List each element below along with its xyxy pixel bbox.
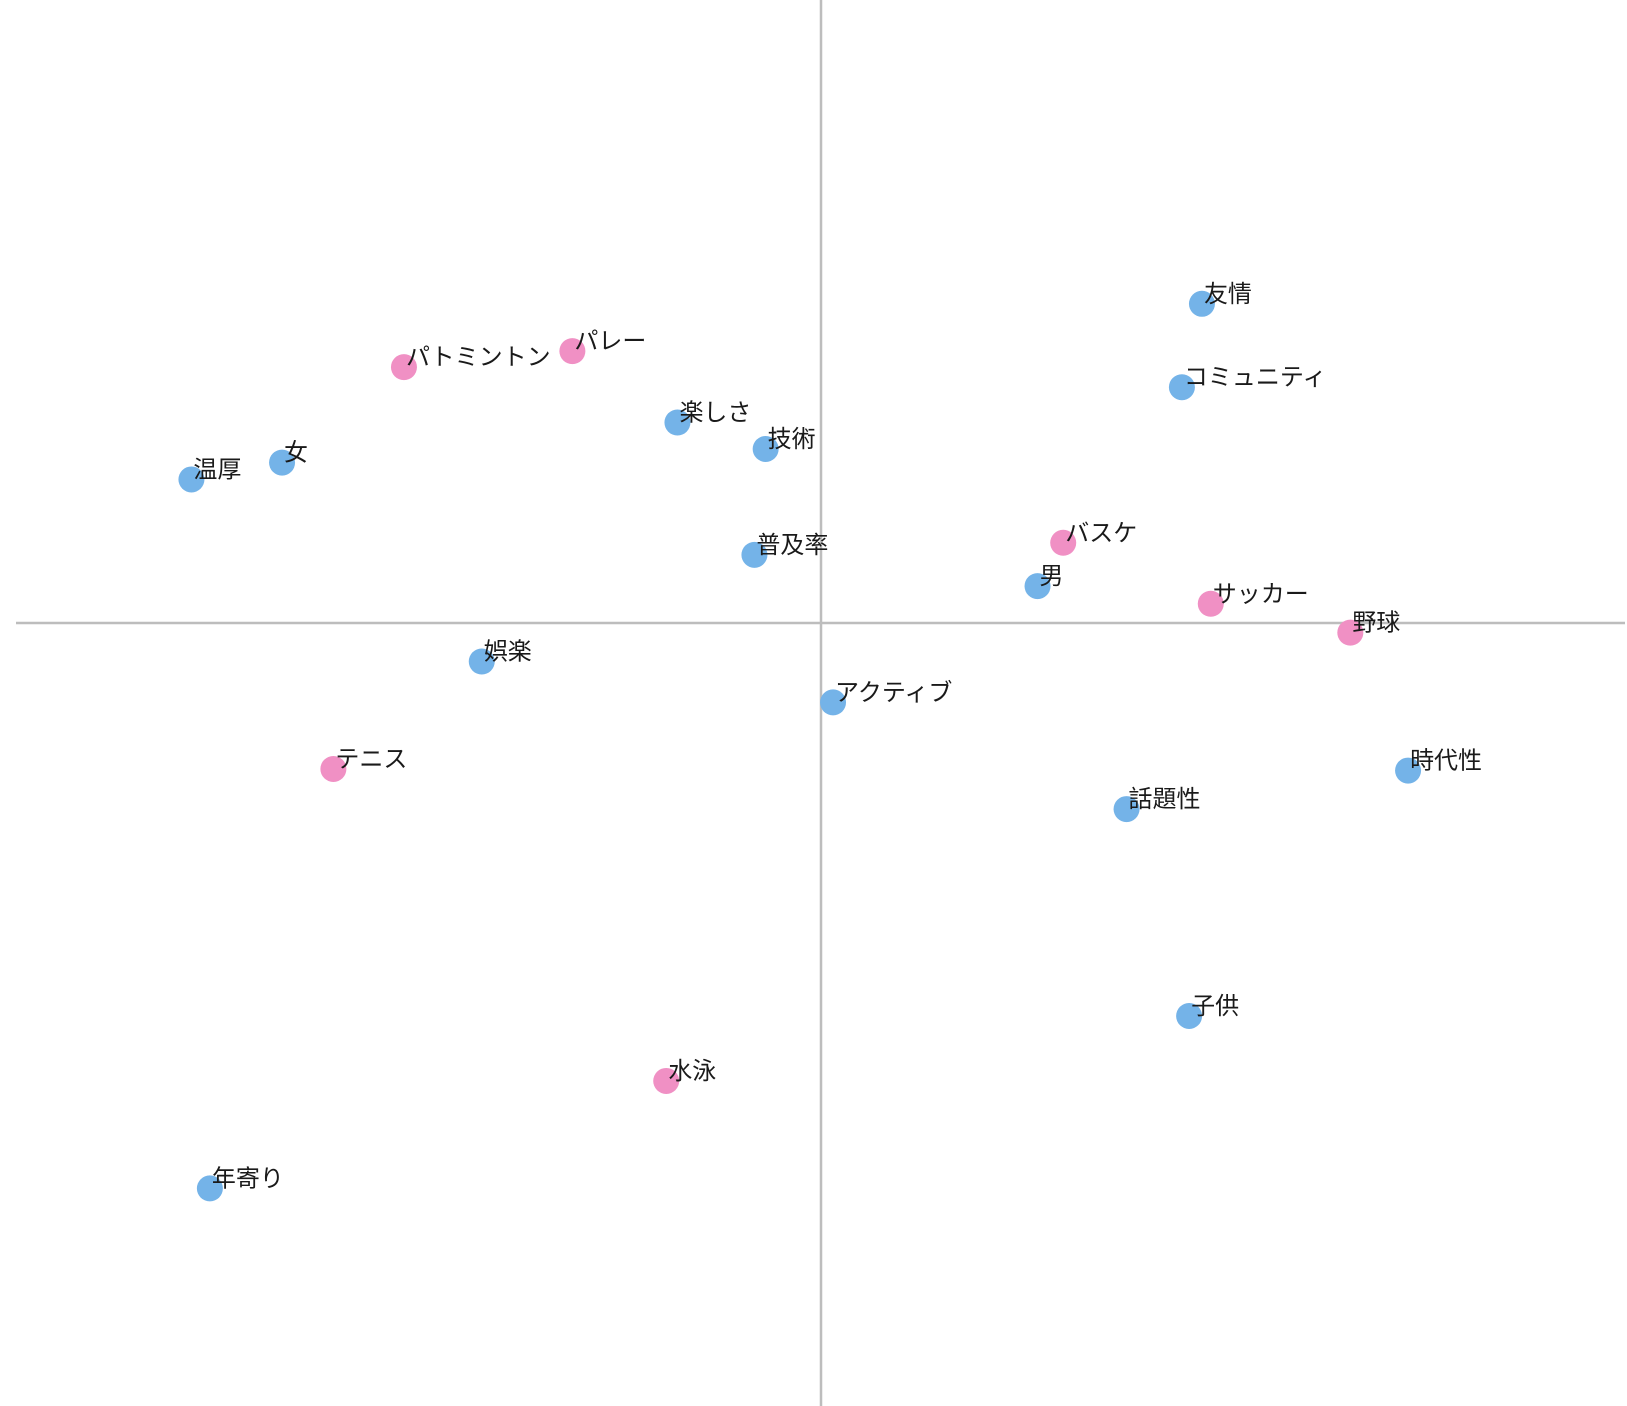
point-attribute	[741, 541, 768, 568]
point-attribute	[178, 466, 205, 493]
point-attribute	[1176, 1002, 1203, 1029]
point-label: 年寄り	[212, 1164, 284, 1192]
point-label: 友情	[1204, 280, 1252, 308]
point-attribute	[196, 1175, 223, 1202]
point-attribute	[1168, 374, 1195, 401]
point-attribute	[269, 449, 296, 476]
point-label: 娯楽	[484, 637, 532, 665]
point-label: 子供	[1191, 992, 1239, 1020]
point-sport	[653, 1067, 680, 1094]
point-label: コミュニティ	[1184, 363, 1327, 391]
point-label: 時代性	[1410, 747, 1482, 775]
point-label: 楽しさ	[679, 399, 751, 427]
point-sport	[1197, 590, 1224, 617]
point-attribute	[468, 648, 495, 675]
point-attribute	[1395, 757, 1422, 784]
point-label: パレー	[574, 327, 646, 355]
point-attribute	[1024, 573, 1051, 600]
point-label: アクティブ	[835, 678, 952, 706]
point-attribute	[664, 409, 691, 436]
point-label: 技術	[768, 425, 816, 453]
points-layer	[178, 290, 1422, 1202]
point-label: テニス	[335, 745, 407, 773]
point-label: 野球	[1352, 609, 1400, 637]
point-label: 男	[1040, 562, 1064, 590]
point-attribute	[1188, 290, 1215, 317]
point-label: 温厚	[193, 455, 241, 483]
point-sport	[559, 338, 586, 365]
point-attribute	[820, 689, 847, 716]
point-sport	[1337, 619, 1364, 646]
point-label: サッカー	[1213, 580, 1309, 608]
point-label: 女	[284, 439, 308, 467]
point-label: 水泳	[668, 1057, 716, 1085]
point-sport	[390, 354, 417, 381]
point-label: パトミントン	[406, 343, 551, 371]
point-sport	[320, 755, 347, 782]
point-attribute	[1113, 796, 1140, 823]
point-label: 普及率	[756, 531, 828, 559]
point-label: バスケ	[1065, 519, 1137, 547]
point-attribute	[752, 435, 779, 462]
point-label: 話題性	[1129, 785, 1201, 813]
point-sport	[1050, 529, 1077, 556]
